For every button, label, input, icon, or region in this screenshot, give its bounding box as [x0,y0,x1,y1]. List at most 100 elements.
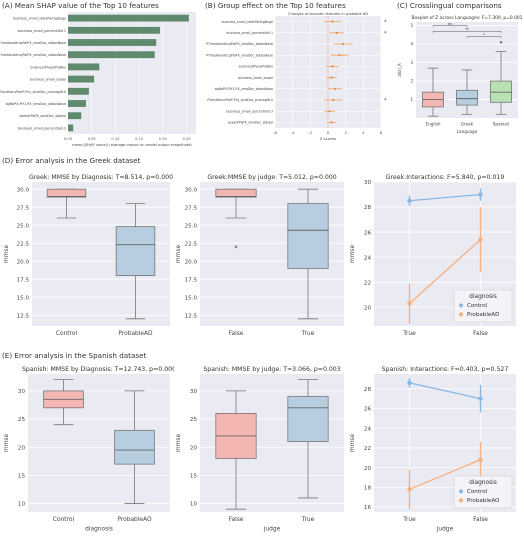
x-tick-label: False [229,331,244,337]
y-tick-label: 27.5 [17,205,30,211]
x-tick-label: Greek [461,121,474,126]
y-tick-label: 26 [364,407,372,413]
y-tick-label: 22.5 [17,241,30,247]
y-tick-label: PSacdtionvPaeP-Pcs_smaDoc_pcbusgt6.0 [207,98,273,102]
effect-point [333,87,337,90]
x-tick-label: False [473,331,488,337]
shap-bar [68,100,87,107]
y-tick-label: 30.0 [17,187,30,193]
significance-marker: * [384,98,387,104]
chart-title: Boxplot of Z across Languages: F=7.300, … [412,15,522,21]
legend-box [453,289,513,323]
chart-title: Spanish: Interactions: F=0.403, p=0.527 [382,366,509,373]
x-axis-label: judge [436,526,454,532]
legend-title: diagnosis [469,480,497,486]
y-tick-label: PTimeAdvaltrcgPaiPX_smaDoc_sbbasNase [206,53,273,57]
y-tick-label: 20.0 [17,259,30,265]
y-tick-label: 15 [18,474,26,480]
chart-a-shap-bars: 0.00 0.05 0.10 0.15 0.20 0.25 business_small_s… [0,12,196,147]
y-tick-label: 20 [18,445,26,451]
y-axis-label: mmse [350,245,356,264]
section-title-e: (E) Error analysis in the Spanish datase… [2,351,147,360]
y-axis-label: mmse [350,434,356,453]
y-tick-label: 15 [190,474,198,480]
y-tick-label: 26 [364,230,372,236]
x-tick-label: 0.25 [183,137,191,141]
y-tick-label: business_small_statsPartsgBuge [13,17,66,21]
y-tick-label: 25.0 [185,223,198,229]
box-iqr [287,203,329,269]
box-iqr [115,226,156,276]
series-line [409,239,481,304]
chart-b-group-effect: Changes of acoustic features in probable… [206,12,387,141]
x-axis-label: Language [457,129,478,134]
x-tick-label: 6 [380,130,383,135]
legend-title: diagnosis [469,294,497,300]
box-iqr [490,80,512,103]
y-tick-label: PTimeAdvaltrcgPaiPX_smaDoc_sbbasNase [0,41,66,45]
series-line [409,382,481,400]
y-tick-label: speedrPaPX_smaDoc_sbbasI [19,114,66,118]
outlier-point [499,40,503,44]
y-tick-label: 17.5 [17,277,30,283]
y-tick-label: 1 [410,97,413,102]
section-title-b: (B) Group effect on the Top 10 features [205,1,346,10]
y-tick-label: 30 [364,180,372,186]
shap-bar [68,75,95,83]
chart-e3-spanish-interactions: Spanish: Interactions: F=0.403, p=0.527 1… [350,366,516,532]
section-title-d: (D) Error analysis in the Greek dataset [2,156,141,165]
y-tick-label: business_small_percentile0.3 [226,109,273,113]
effect-point [330,121,333,124]
y-tick-label: 25 [18,417,26,423]
y-tick-label: business_small_percentile0.1 [226,31,273,35]
shap-bar [68,14,189,22]
y-tick-label: 2 [410,79,413,84]
legend-marker [459,303,463,308]
y-tick-label: 17.5 [185,277,198,283]
y-tick-label: 30 [190,389,198,395]
y-tick-label: business_small_slopeI [30,78,66,82]
y-tick-label: 22.5 [185,241,198,247]
x-tick-label: -2 [308,130,312,135]
y-tick-label: businessPhaseProBox [239,65,274,69]
y-tick-label: 27.5 [185,205,198,211]
series-point [478,237,483,242]
chart-title: Greek:MMSE by judge: T=5.012, p=0.000 [207,174,336,181]
chart-title: Changes of acoustic features in probable… [288,12,368,16]
x-tick-label: 0 [327,130,330,135]
significance-marker: * [384,31,387,37]
x-tick-label: -4 [291,130,295,135]
y-tick-label: 22 [364,280,371,286]
x-tick-label: 0.10 [111,137,120,141]
x-tick-label: 0.15 [135,137,143,141]
y-tick-label: PTimeAdvaltrcgPaiPX_smaDoc_sbbasNase [206,42,273,46]
x-tick-label: False [229,517,244,523]
section-title-a: (A) Mean SHAP value of the Top 10 featur… [2,1,159,10]
series-point [407,198,412,203]
shap-bar [68,26,160,34]
x-tick-label: ProbableAD [118,331,153,337]
y-tick-label: bgNaPX-PH1-PX_smaDoc_sbbasNase [6,102,66,106]
x-tick-label: 2 [344,130,347,135]
y-tick-label: 3 [410,60,413,65]
y-tick-label: speedrPaPX_smaDoc_sbbasI [228,121,273,125]
y-tick-label: 24 [364,255,372,261]
significance-bracket [466,36,502,39]
y-tick-label: 18 [364,486,372,492]
x-tick-label: English [425,121,440,126]
y-tick-label: 20 [190,445,198,451]
x-tick-label: False [473,517,488,523]
significance-bracket [432,30,502,33]
shap-bar [68,51,155,59]
y-axis-label: attri_A [397,63,402,77]
box-iqr [114,429,155,465]
y-tick-label: business_small_percentile0.1 [18,29,66,33]
x-tick-label: 0.05 [88,137,96,141]
x-tick-label: -6 [273,130,277,135]
y-tick-label: 28 [364,387,372,393]
y-tick-label: 5 [410,23,413,28]
significance-bracket [432,25,468,28]
x-tick-label: True [402,331,416,337]
legend-marker [459,498,463,503]
chart-title: Greek:Interactions: F=5.840, p=0.019 [386,174,505,181]
